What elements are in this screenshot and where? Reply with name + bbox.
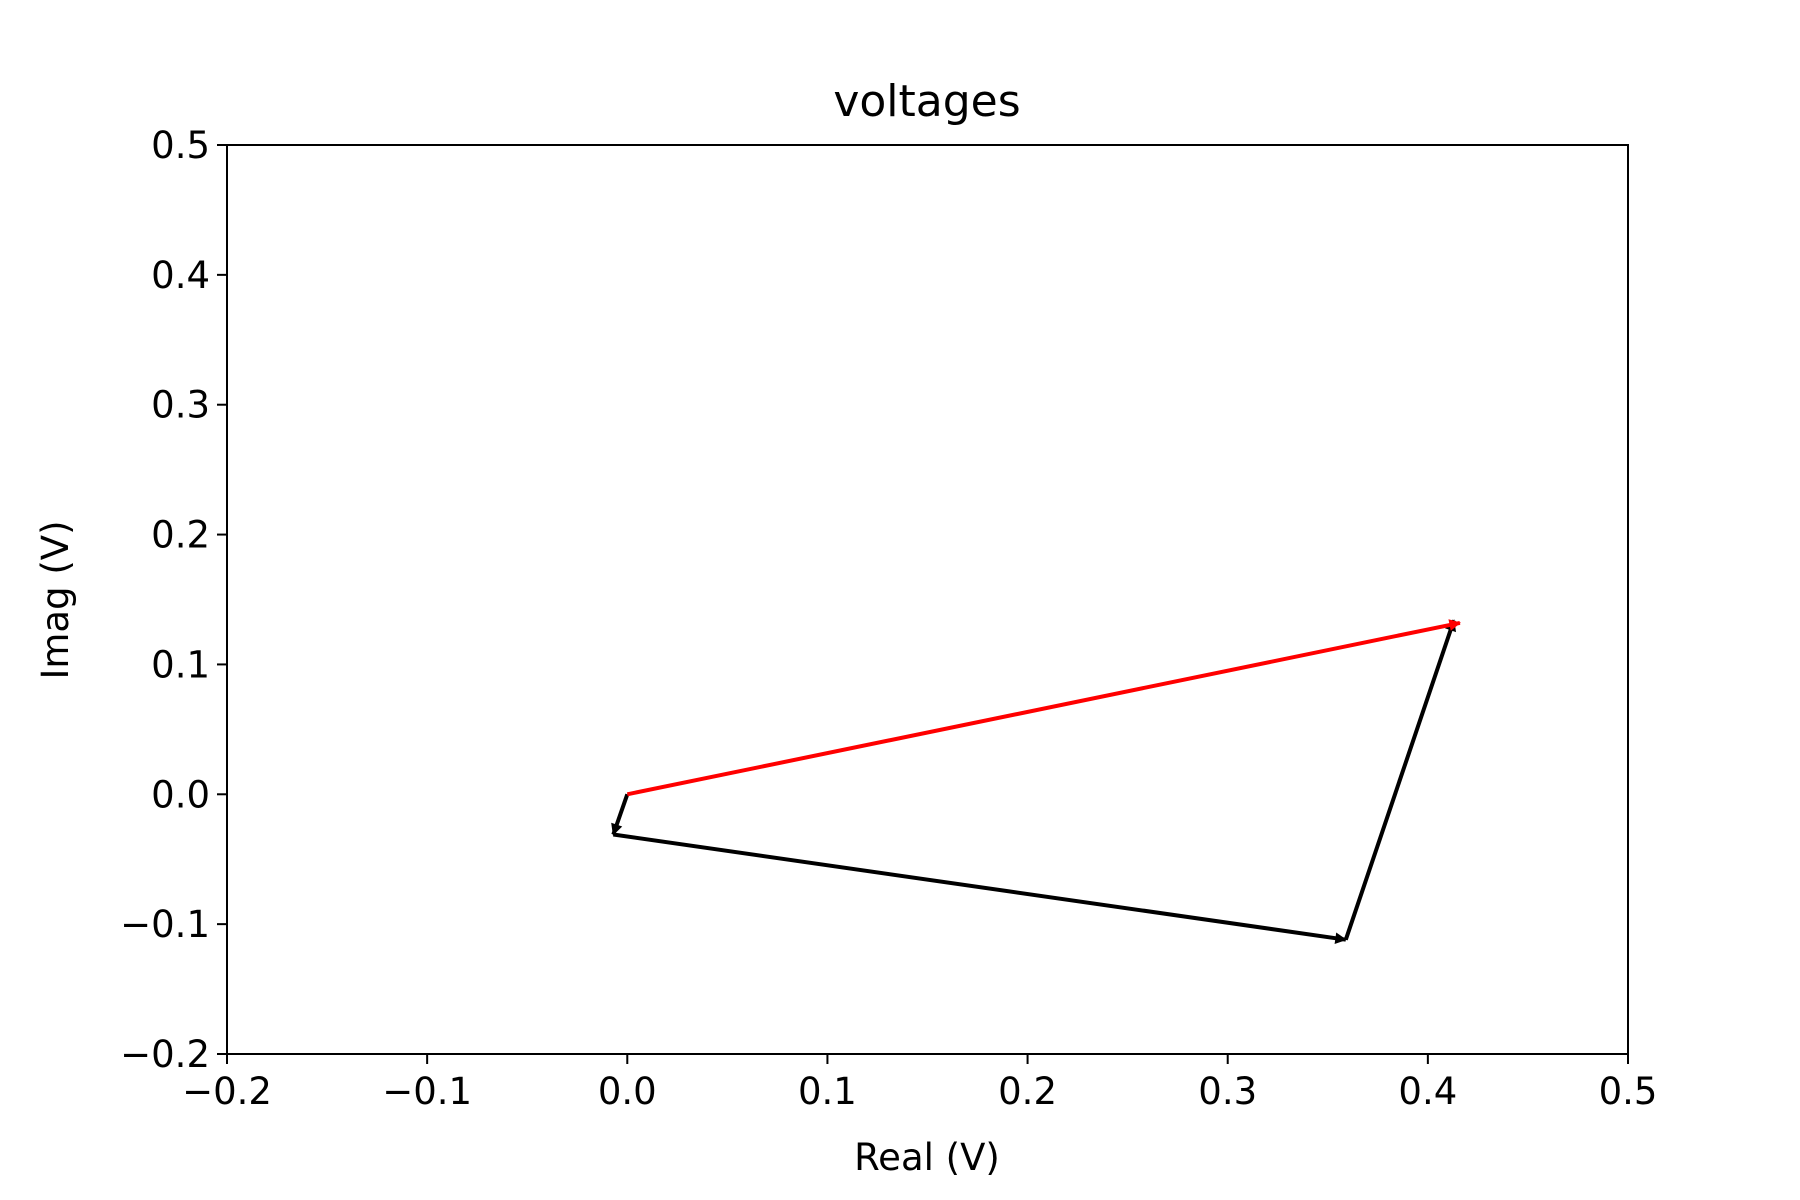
y-tick-label: 0.4 — [151, 254, 210, 297]
x-tick-label: 0.2 — [998, 1070, 1057, 1113]
y-axis: −0.2 −0.1 0.0 0.1 0.2 0.3 0.4 0.5 — [120, 124, 227, 1076]
series-line-1 — [613, 832, 1347, 942]
y-tick-label: 0.1 — [151, 643, 210, 686]
x-tick-label: 0.0 — [598, 1070, 657, 1113]
y-axis-title: Imag (V) — [34, 520, 77, 679]
y-tick-label: 0.0 — [151, 773, 210, 816]
x-tick-label: 0.1 — [798, 1070, 857, 1113]
series-arrowhead-1 — [1334, 932, 1347, 945]
y-tick-label: −0.1 — [120, 903, 210, 946]
plot-frame — [226, 144, 1629, 1055]
x-tick-label: −0.2 — [182, 1070, 272, 1113]
series-layer — [611, 619, 1461, 945]
y-tick-label: 0.3 — [151, 384, 210, 427]
y-tick-label: 0.2 — [151, 514, 210, 557]
y-tick-label: −0.2 — [120, 1033, 210, 1076]
series-arrowhead-0 — [611, 822, 623, 836]
series-line-2 — [1343, 619, 1456, 941]
x-tick-label: 0.5 — [1599, 1070, 1658, 1113]
series-line-3 — [626, 620, 1461, 797]
x-tick-label: 0.4 — [1398, 1070, 1457, 1113]
x-axis: −0.2 −0.1 0.0 0.1 0.2 0.3 0.4 0.5 — [182, 1054, 1657, 1113]
x-tick-label: −0.1 — [382, 1070, 472, 1113]
x-tick-label: 0.3 — [1198, 1070, 1257, 1113]
y-tick-label: 0.5 — [151, 124, 210, 167]
series-arrowhead-3 — [1448, 619, 1461, 631]
chart-title: voltages — [833, 76, 1020, 127]
x-axis-title: Real (V) — [854, 1136, 1000, 1179]
